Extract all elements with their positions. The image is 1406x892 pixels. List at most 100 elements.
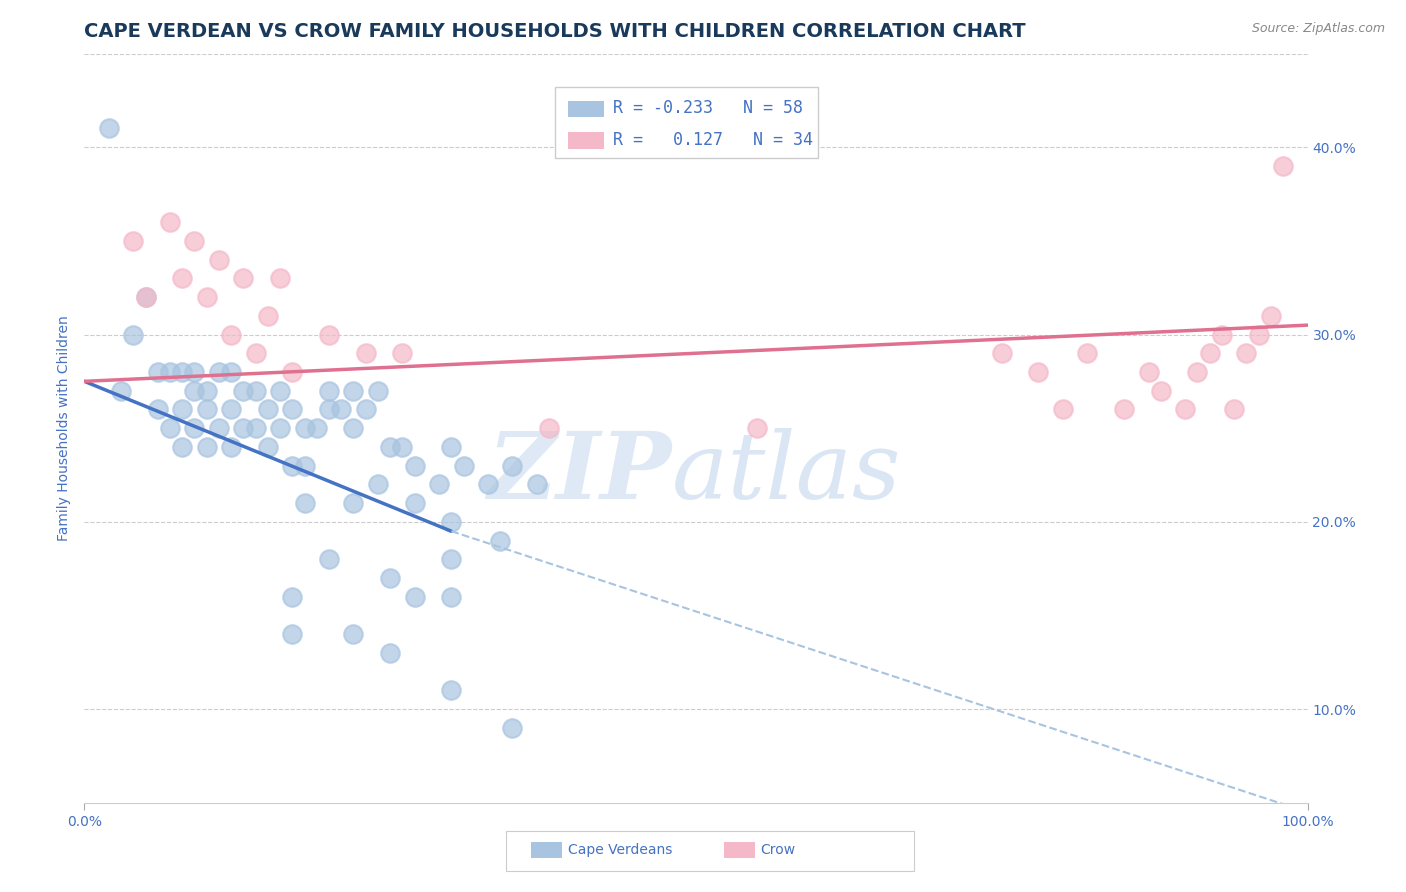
Point xyxy=(1260,309,1282,323)
Point xyxy=(269,384,291,398)
Point xyxy=(219,327,242,342)
Point xyxy=(330,402,353,417)
Point xyxy=(380,571,402,585)
Point xyxy=(159,365,181,379)
Point xyxy=(257,309,280,323)
Point xyxy=(380,440,402,454)
Point xyxy=(1076,346,1098,360)
Y-axis label: Family Households with Children: Family Households with Children xyxy=(58,315,72,541)
Point xyxy=(208,421,231,435)
Point xyxy=(294,496,316,510)
Point xyxy=(342,421,364,435)
Point xyxy=(391,346,413,360)
Point xyxy=(281,590,304,604)
Point xyxy=(97,121,120,136)
Point xyxy=(219,440,242,454)
Point xyxy=(245,421,267,435)
Point xyxy=(294,458,316,473)
Point xyxy=(440,590,463,604)
Text: ZIP: ZIP xyxy=(488,428,672,518)
Point xyxy=(183,421,205,435)
Point xyxy=(172,271,194,285)
Point xyxy=(219,402,242,417)
Point xyxy=(208,365,231,379)
Point xyxy=(257,440,280,454)
Point xyxy=(281,627,304,641)
Point xyxy=(195,440,218,454)
Point xyxy=(232,421,254,435)
Point xyxy=(404,458,426,473)
Text: Cape Verdeans: Cape Verdeans xyxy=(568,843,672,857)
Point xyxy=(281,402,304,417)
Point xyxy=(1272,159,1295,173)
Point xyxy=(354,402,377,417)
Point xyxy=(110,384,132,398)
Point xyxy=(318,402,340,417)
Text: atlas: atlas xyxy=(672,428,901,518)
Point xyxy=(367,477,389,491)
Point xyxy=(1198,346,1220,360)
Point xyxy=(1150,384,1173,398)
Point xyxy=(404,590,426,604)
Point xyxy=(453,458,475,473)
Point xyxy=(183,384,205,398)
Point xyxy=(135,290,157,304)
Point xyxy=(380,646,402,660)
Point xyxy=(245,346,267,360)
Point xyxy=(146,402,169,417)
Point xyxy=(991,346,1014,360)
Point xyxy=(159,421,181,435)
Point xyxy=(1028,365,1050,379)
Point xyxy=(195,290,218,304)
Point xyxy=(219,365,242,379)
Text: Source: ZipAtlas.com: Source: ZipAtlas.com xyxy=(1251,22,1385,36)
Point xyxy=(1211,327,1233,342)
Point xyxy=(195,402,218,417)
Point xyxy=(172,365,194,379)
Point xyxy=(342,627,364,641)
Point xyxy=(538,421,561,435)
Point xyxy=(269,271,291,285)
Point xyxy=(172,440,194,454)
Point xyxy=(1187,365,1209,379)
Point xyxy=(305,421,328,435)
Point xyxy=(135,290,157,304)
Point xyxy=(269,421,291,435)
Point xyxy=(183,365,205,379)
Point xyxy=(159,215,181,229)
Point xyxy=(1223,402,1246,417)
Point xyxy=(318,327,340,342)
Point xyxy=(232,384,254,398)
Point xyxy=(502,458,524,473)
Point xyxy=(318,384,340,398)
Bar xyxy=(568,101,605,117)
Point xyxy=(489,533,512,548)
Point xyxy=(281,458,304,473)
Point xyxy=(318,552,340,566)
Point xyxy=(1137,365,1160,379)
Point xyxy=(122,327,145,342)
Text: R =   0.127   N = 34: R = 0.127 N = 34 xyxy=(613,131,813,149)
Point xyxy=(245,384,267,398)
Point xyxy=(440,552,463,566)
Point xyxy=(195,384,218,398)
Text: CAPE VERDEAN VS CROW FAMILY HOUSEHOLDS WITH CHILDREN CORRELATION CHART: CAPE VERDEAN VS CROW FAMILY HOUSEHOLDS W… xyxy=(84,21,1026,41)
Point xyxy=(183,234,205,248)
Bar xyxy=(568,132,605,149)
Point xyxy=(281,365,304,379)
Point xyxy=(440,683,463,698)
Point xyxy=(1174,402,1197,417)
Point xyxy=(1247,327,1270,342)
Point xyxy=(208,252,231,267)
Point xyxy=(427,477,450,491)
Point xyxy=(1236,346,1258,360)
Point xyxy=(232,271,254,285)
Point xyxy=(257,402,280,417)
Point xyxy=(477,477,499,491)
Point xyxy=(440,515,463,529)
Point xyxy=(440,440,463,454)
Point xyxy=(172,402,194,417)
Point xyxy=(122,234,145,248)
Point xyxy=(342,384,364,398)
Point xyxy=(354,346,377,360)
